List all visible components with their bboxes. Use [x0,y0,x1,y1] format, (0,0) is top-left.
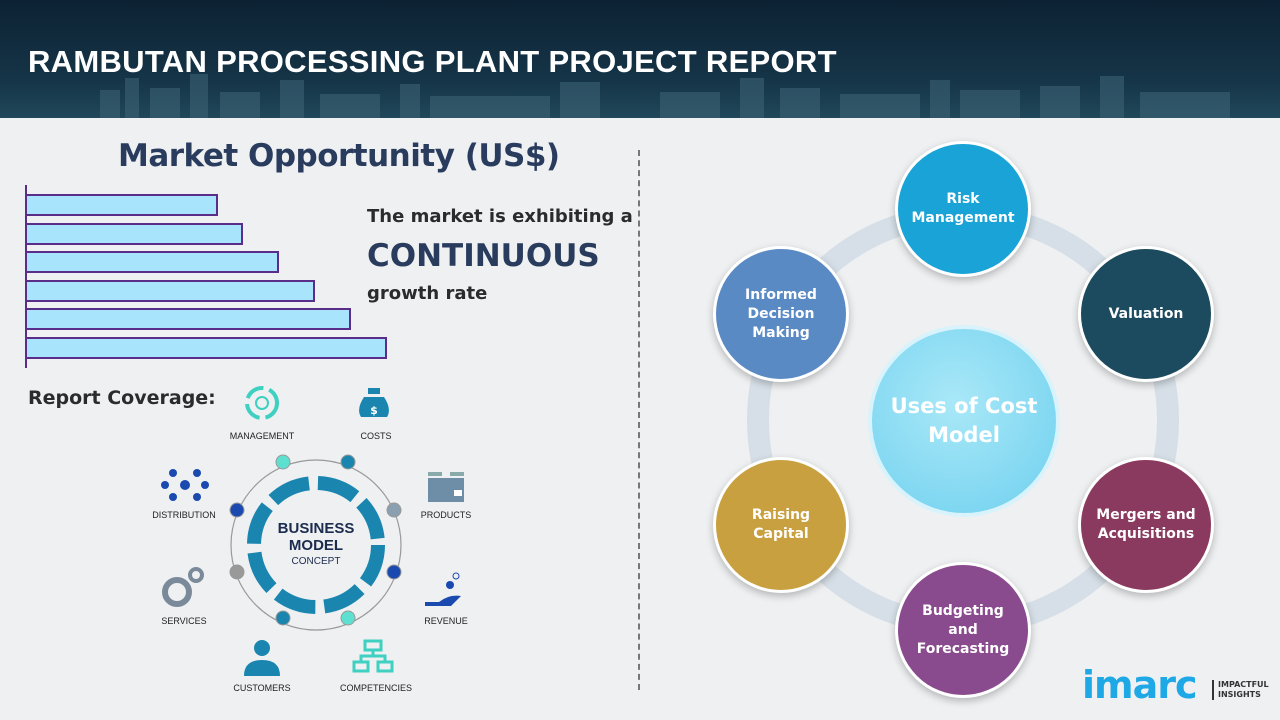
cost-model-use-circle: Raising Capital [713,457,849,593]
logo-tagline: IMPACTFUL INSIGHTS [1212,680,1269,700]
node-dots [229,454,402,626]
distribution-icon [161,469,209,501]
market-bar [27,279,315,302]
coverage-item-label: COSTS [360,431,392,441]
cost-model-use-circle: Risk Management [895,141,1031,277]
coverage-item-label: PRODUCTS [420,510,472,520]
svg-text:$: $ [370,404,378,417]
business-model-diagram: BUSINESS MODEL CONCEPT $ [161,386,464,676]
bm-subtitle: CONCEPT [292,556,341,567]
market-bar [27,222,243,245]
coverage-item-label: CUSTOMERS [233,683,291,693]
market-bar [27,336,387,359]
market-bar [27,251,279,273]
coverage-item-label: MANAGEMENT [229,431,295,441]
coverage-item-label: DISTRIBUTION [152,510,216,520]
skyline-graphic [100,74,1230,118]
bm-title-1: BUSINESS [278,520,355,537]
report-title: RAMBUTAN PROCESSING PLANT PROJECT REPORT [28,44,837,79]
coverage-item-label: REVENUE [424,616,468,626]
report-coverage-label: Report Coverage: [28,387,216,409]
costs-icon: $ [359,388,389,417]
competencies-icon [352,639,394,673]
coverage-item-label: SERVICES [161,616,207,626]
revenue-icon [425,572,461,606]
section-divider [638,150,640,690]
market-bar [27,194,218,216]
management-icon [245,386,279,420]
tagline-text: IMPACTFUL INSIGHTS [1218,680,1269,699]
market-opportunity-title: Market Opportunity (US$) [118,138,560,174]
cost-model-use-circle: Informed Decision Making [713,246,849,382]
market-highlight: CONTINUOUS [367,238,600,274]
imarc-logo: imarc [1082,663,1198,707]
header-banner: RAMBUTAN PROCESSING PLANT PROJECT REPORT [0,0,1280,118]
market-bar [27,308,351,330]
coverage-item-label: COMPETENCIES [339,683,413,693]
customers-icon [244,640,280,676]
services-icon [162,567,204,607]
market-text-line1: The market is exhibiting a [367,206,633,227]
cost-model-center: Uses of Cost Model [868,325,1060,517]
cost-model-use-circle: Mergers and Acquisitions [1078,457,1214,593]
bar-axis [25,185,27,368]
products-icon [428,472,464,502]
cost-model-use-circle: Budgeting and Forecasting [895,562,1031,698]
bm-title-2: MODEL [289,537,343,554]
cost-model-use-circle: Valuation [1078,246,1214,382]
market-text-line3: growth rate [367,283,488,304]
